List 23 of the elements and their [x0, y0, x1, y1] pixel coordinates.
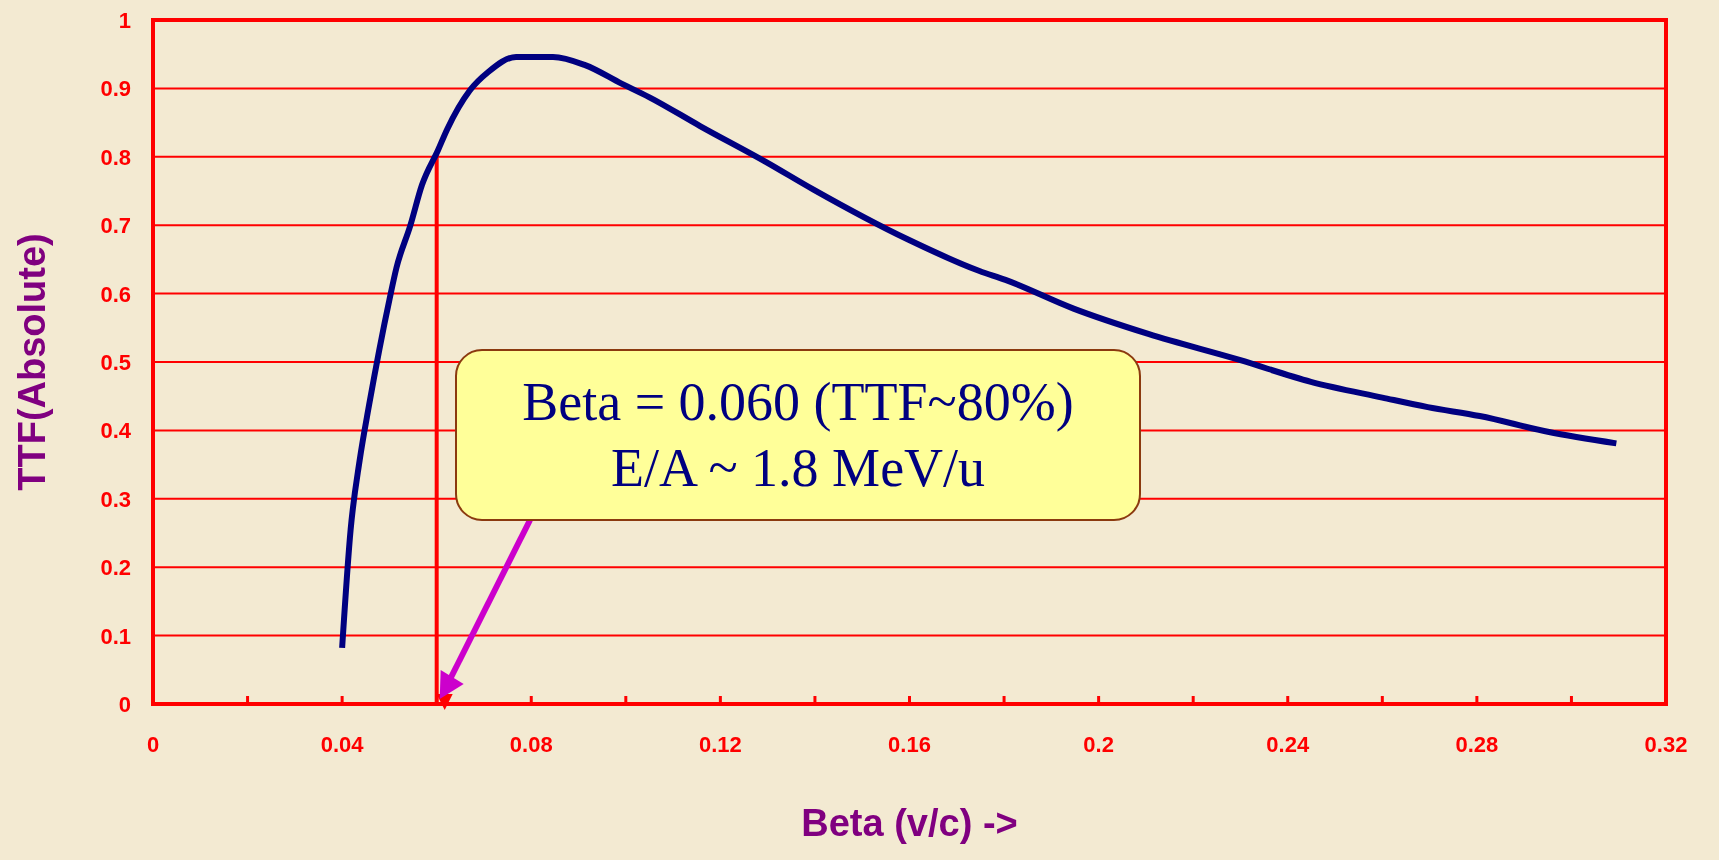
x-tick-label: 0.2 — [1083, 732, 1114, 757]
y-tick-label: 0.5 — [100, 350, 131, 375]
y-tick-label: 0.2 — [100, 555, 131, 581]
x-tick-label: 0.32 — [1644, 732, 1688, 757]
annotation: Beta = 0.060 (TTF~80%) E/A ~ 1.8 MeV/u — [522, 372, 1074, 498]
x-tick-label: 0.04 — [320, 732, 365, 757]
y-tick-label: 0 — [118, 692, 131, 717]
y-axis-title: TTF(Absolute) — [11, 233, 53, 491]
y-tick-label: 0.6 — [100, 281, 131, 307]
y-tick-label: 0.1 — [100, 623, 131, 649]
x-tick-label: 0.24 — [1266, 732, 1310, 757]
x-tick-label: 0.16 — [888, 732, 931, 757]
x-tick-label: 0 — [146, 732, 160, 757]
x-tick-label: 0.12 — [698, 732, 742, 757]
y-tick-label: 1 — [118, 8, 131, 33]
x-axis-title: Beta (v/c) -> — [801, 802, 1018, 844]
x-tick-label: 0.08 — [509, 732, 553, 757]
y-tick-label: 0.7 — [100, 213, 131, 239]
x-tick-label: 0.28 — [1455, 732, 1499, 757]
y-tick-label: 0.4 — [100, 418, 132, 444]
y-tick-label: 0.3 — [100, 486, 131, 512]
y-tick-label: 0.8 — [100, 144, 131, 170]
y-tick-label: 0.9 — [100, 76, 131, 102]
